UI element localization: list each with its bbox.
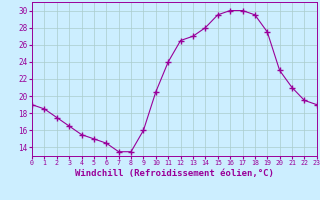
X-axis label: Windchill (Refroidissement éolien,°C): Windchill (Refroidissement éolien,°C) [75, 169, 274, 178]
